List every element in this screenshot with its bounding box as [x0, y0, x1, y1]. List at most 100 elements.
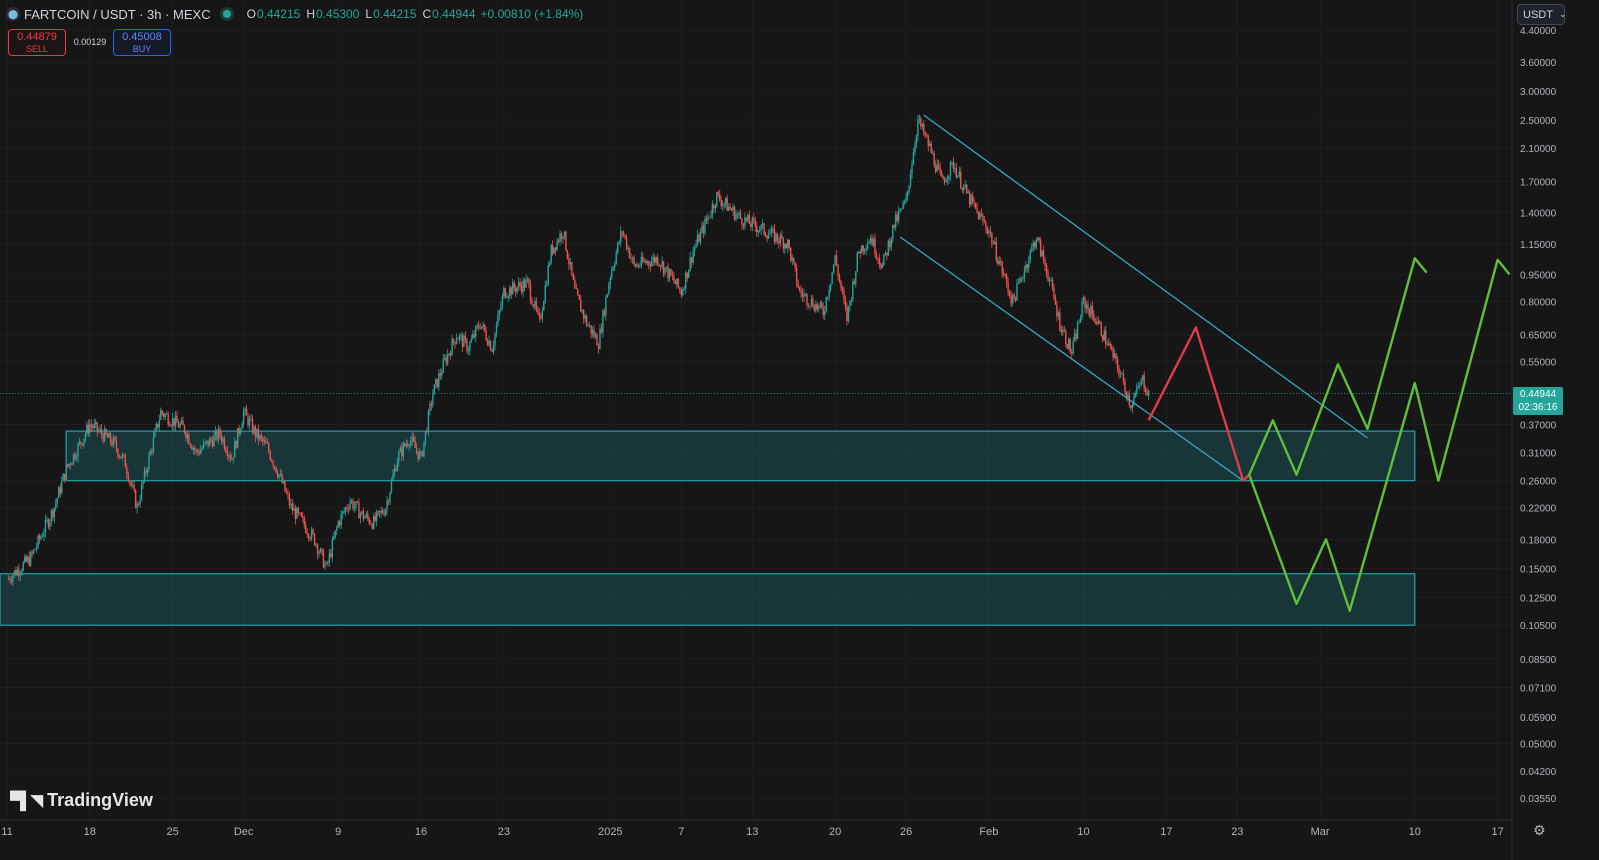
candle-body — [611, 269, 613, 278]
candle-body — [619, 231, 622, 243]
candle-body — [872, 238, 875, 246]
candle-body — [143, 469, 146, 482]
candle-body — [409, 440, 412, 446]
candle-body — [690, 257, 693, 263]
candle-body — [27, 556, 29, 562]
candle-body — [915, 135, 918, 145]
candle-body — [160, 410, 162, 421]
candle-body — [133, 485, 135, 491]
candle-body — [714, 206, 717, 209]
drawings — [0, 114, 1512, 612]
candle-body — [420, 451, 422, 453]
channel-lower-line[interactable] — [899, 236, 1244, 482]
candle-body — [881, 264, 884, 268]
bull-projection-path-b[interactable] — [1248, 258, 1511, 612]
candle-body — [15, 570, 17, 576]
symbol-title[interactable]: FARTCOIN / USDT · 3h · MEXC — [24, 6, 211, 22]
candle-body — [242, 411, 245, 424]
candle-body — [509, 287, 511, 296]
candle-body — [812, 298, 814, 308]
candle-body — [392, 474, 394, 481]
candle-body — [1072, 340, 1074, 354]
candle-body — [158, 420, 161, 428]
candle-body — [152, 437, 155, 452]
candle-body — [954, 168, 956, 169]
candle-body — [828, 289, 830, 298]
candle-body — [803, 294, 805, 297]
candle-body — [890, 238, 892, 248]
time-tick-label: 18 — [84, 826, 96, 838]
candle-body — [418, 451, 421, 460]
candle-body — [217, 428, 220, 440]
candle-body — [529, 284, 532, 300]
candle-body — [120, 456, 122, 459]
candle-body — [1105, 330, 1107, 344]
price-axis[interactable]: 4.40000 3.60000 3.00000 2.50000 2.10000 1.700… — [1520, 26, 1557, 805]
candle-body — [192, 448, 195, 450]
candle-body — [53, 508, 56, 518]
candle-body — [893, 224, 895, 228]
candle-body — [475, 326, 477, 337]
buy-price: 0.45008 — [122, 30, 162, 43]
candle-body — [673, 276, 675, 282]
gear-icon[interactable]: ⚙ — [1533, 822, 1546, 838]
time-tick-label: 13 — [746, 826, 758, 838]
candle-body — [118, 456, 121, 458]
sell-button[interactable]: 0.44879 SELL — [8, 29, 66, 56]
candle-body — [878, 258, 881, 264]
candle-body — [1125, 391, 1128, 399]
candle-body — [34, 549, 36, 551]
candle-body — [526, 278, 529, 280]
candle-body — [7, 578, 10, 580]
candle-body — [887, 240, 890, 256]
bull-projection-path-a[interactable] — [1248, 257, 1428, 476]
candle-body — [231, 458, 233, 460]
candle-body — [921, 124, 924, 127]
candle-body — [668, 269, 671, 279]
candle-body — [140, 484, 143, 500]
candle-body — [353, 506, 356, 509]
candle-body — [494, 333, 496, 346]
candle-body — [174, 415, 177, 427]
candle-body — [602, 310, 604, 333]
tradingview-logo[interactable]: ▀▌◥ TradingView — [10, 790, 153, 811]
close-value: 0.44944 — [432, 7, 476, 21]
price-tick-label: 0.04200 — [1520, 767, 1557, 778]
candle-body — [534, 301, 536, 307]
channel-upper-line[interactable] — [923, 114, 1368, 439]
candle-body — [929, 143, 931, 146]
candle-body — [112, 436, 115, 446]
candle-body — [389, 492, 391, 503]
candle-body — [383, 513, 385, 516]
candle-body — [114, 436, 116, 441]
support-zone[interactable] — [0, 573, 1416, 626]
candle-body — [982, 215, 984, 221]
candle-body — [49, 520, 51, 528]
candle-body — [911, 165, 913, 175]
candle-body — [306, 532, 308, 535]
candle-body — [556, 240, 558, 251]
time-tick-label: 16 — [415, 826, 427, 838]
candle-body — [220, 434, 223, 442]
candle-body — [486, 339, 489, 346]
candle-body — [704, 219, 706, 234]
candle-body — [809, 305, 811, 307]
candle-body — [479, 327, 481, 329]
time-axis[interactable]: 11 18 25 Dec 9 16 23 2025 7 13 20 26 Feb 10 17 23 Mar 10 1… — [1, 826, 1503, 838]
buy-button[interactable]: 0.45008 BUY — [113, 29, 171, 56]
candle-body — [1001, 261, 1003, 274]
candle-body — [319, 548, 322, 553]
support-zone[interactable] — [65, 430, 1416, 482]
candle-body — [262, 437, 264, 442]
candle-body — [336, 527, 338, 531]
candle-body — [998, 261, 1000, 264]
candle-body — [1042, 250, 1045, 261]
candle-body — [735, 214, 737, 220]
currency-select[interactable]: USDT ⌄ — [1517, 4, 1567, 25]
candle-body — [423, 441, 425, 457]
candle-body — [719, 193, 721, 201]
candle-body — [769, 233, 771, 235]
bear-projection-path[interactable] — [1147, 326, 1251, 482]
candle-body — [900, 208, 903, 210]
